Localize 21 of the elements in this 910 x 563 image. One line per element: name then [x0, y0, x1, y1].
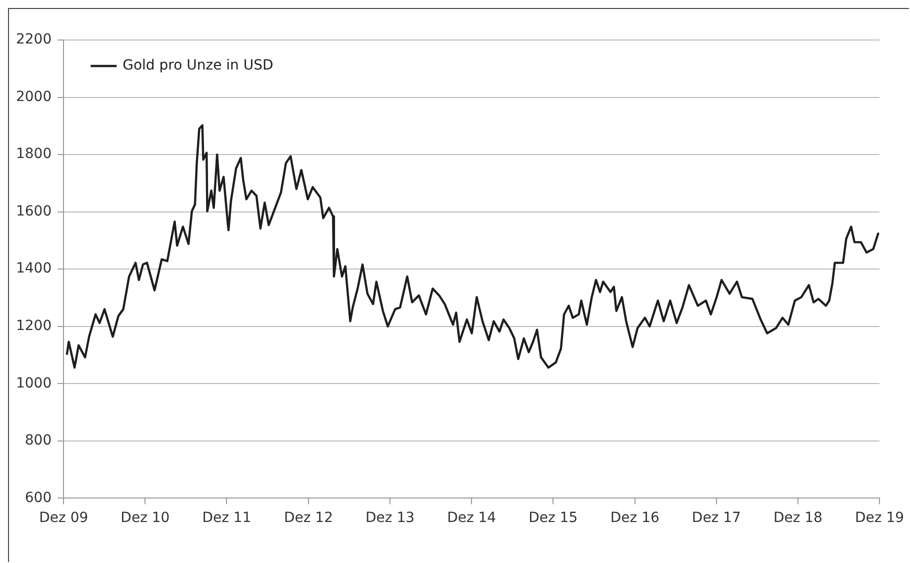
x-tick-label: Dez 15	[528, 510, 578, 526]
y-tick-label: 600	[24, 490, 52, 506]
y-tick-label: 800	[24, 432, 52, 449]
x-tick-label: Dez 10	[120, 510, 170, 526]
x-tick-label: Dez 11	[202, 510, 252, 526]
x-tick-label: Dez 09	[39, 510, 88, 526]
x-tick-label: Dez 16	[610, 510, 660, 526]
x-tick-label: Dez 18	[773, 510, 822, 526]
y-tick-label: 1600	[16, 203, 52, 220]
y-tick-label: 2200	[16, 32, 52, 48]
y-tick-label: 1400	[16, 260, 52, 277]
x-tick-label: Dez 14	[447, 510, 496, 526]
x-tick-label: Dez 12	[284, 510, 333, 526]
x-tick-label: Dez 19	[854, 510, 904, 526]
x-tick-label: Dez 13	[366, 510, 415, 526]
legend-label: Gold pro Unze in USD	[122, 58, 274, 74]
x-tick-label: Dez 17	[692, 510, 741, 526]
y-tick-label: 1000	[16, 375, 52, 392]
y-tick-label: 2000	[16, 88, 52, 105]
y-tick-label: 1800	[16, 146, 52, 162]
y-tick-label: 1200	[16, 318, 52, 334]
